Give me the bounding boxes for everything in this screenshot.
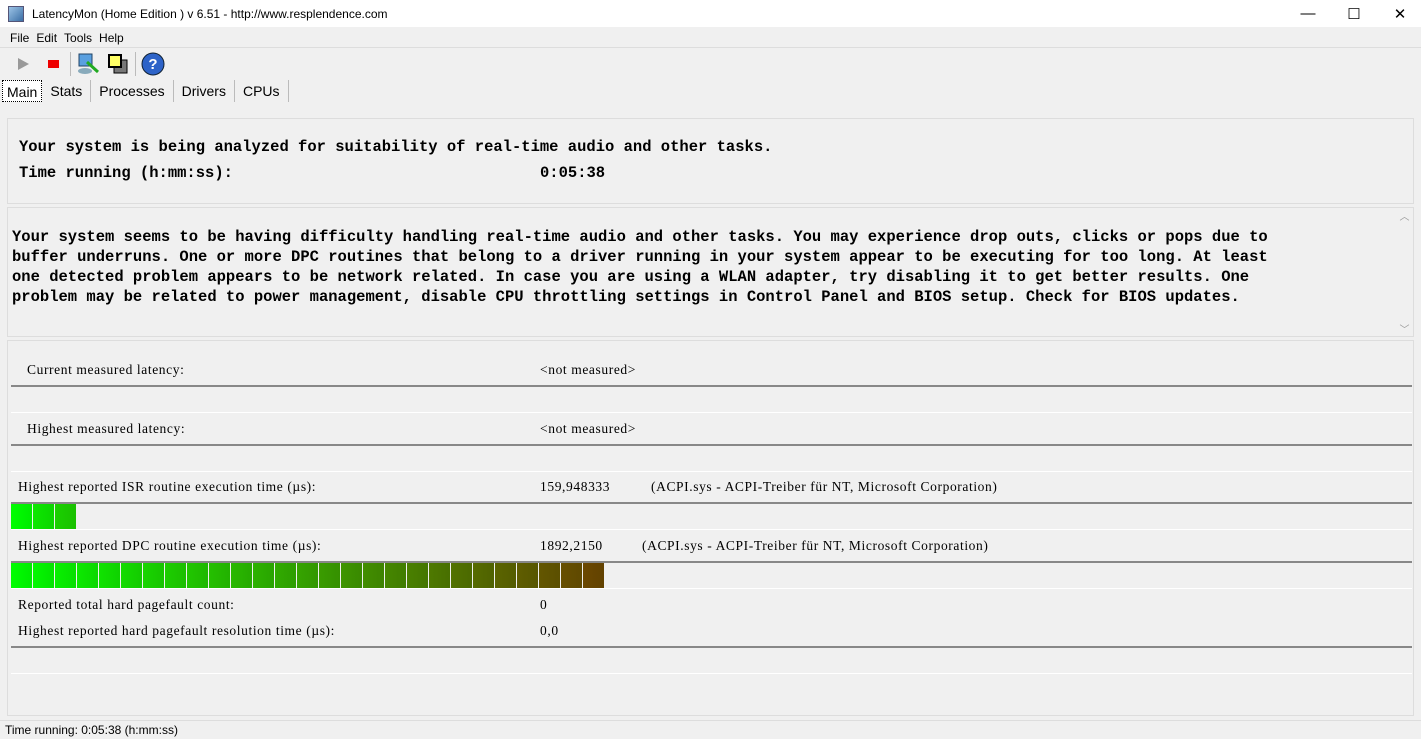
pagefault-time-label: Highest reported hard pagefault resoluti… bbox=[18, 623, 335, 638]
tab-drivers[interactable]: Drivers bbox=[174, 80, 235, 102]
bar-segment bbox=[99, 563, 121, 588]
bar-segment bbox=[11, 563, 33, 588]
tab-bar: Main Stats Processes Drivers CPUs bbox=[2, 80, 289, 102]
stop-icon[interactable] bbox=[38, 51, 68, 77]
bar-segment bbox=[297, 563, 319, 588]
highest-latency-value: <not measured> bbox=[540, 421, 636, 436]
tab-cpus[interactable]: CPUs bbox=[235, 80, 289, 102]
isr-value: 159,948333 bbox=[540, 479, 611, 494]
isr-driver: (ACPI.sys - ACPI-Treiber für NT, Microso… bbox=[651, 479, 998, 494]
tab-main[interactable]: Main bbox=[2, 80, 43, 102]
bar-segment bbox=[539, 563, 561, 588]
current-latency-bar bbox=[11, 385, 1412, 413]
chevron-up-icon[interactable]: ︿ bbox=[1399, 212, 1410, 223]
menu-file[interactable]: File bbox=[10, 30, 30, 45]
bar-segment bbox=[473, 563, 495, 588]
title-bar: LatencyMon (Home Edition ) v 6.51 - http… bbox=[0, 0, 1421, 27]
bar-segment bbox=[55, 563, 77, 588]
conclusion-panel: Your system seems to be having difficult… bbox=[7, 207, 1414, 337]
bar-segment bbox=[187, 563, 209, 588]
dpc-driver: (ACPI.sys - ACPI-Treiber für NT, Microso… bbox=[642, 538, 989, 553]
time-running-label: Time running (h:mm:ss): bbox=[19, 164, 233, 182]
bar-segment bbox=[33, 563, 55, 588]
bar-segment bbox=[561, 563, 583, 588]
bar-segment bbox=[55, 504, 77, 529]
bar-segment bbox=[143, 563, 165, 588]
chevron-down-icon[interactable]: ﹀ bbox=[1399, 325, 1410, 336]
windows-icon[interactable] bbox=[103, 51, 133, 77]
bar-segment bbox=[341, 563, 363, 588]
toolbar: ? bbox=[8, 50, 168, 78]
bar-segment bbox=[407, 563, 429, 588]
play-icon[interactable] bbox=[8, 51, 38, 77]
conclusion-text: Your system seems to be having difficult… bbox=[12, 227, 1268, 307]
maximize-button[interactable]: ☐ bbox=[1347, 5, 1361, 23]
toolbar-separator bbox=[70, 52, 71, 76]
bar-segment bbox=[253, 563, 275, 588]
menu-tools[interactable]: Tools bbox=[64, 30, 93, 45]
app-icon bbox=[8, 5, 24, 22]
pagefault-bar bbox=[11, 646, 1412, 674]
bar-segment bbox=[385, 563, 407, 588]
menu-edit[interactable]: Edit bbox=[36, 30, 58, 45]
bar-segment bbox=[165, 563, 187, 588]
metrics-panel: Current measured latency: <not measured>… bbox=[7, 340, 1414, 716]
bar-segment bbox=[121, 563, 143, 588]
current-latency-label: Current measured latency: bbox=[27, 362, 185, 377]
conclusion-line: Your system seems to be having difficult… bbox=[12, 228, 1268, 246]
bar-segment bbox=[429, 563, 451, 588]
bar-segment bbox=[33, 504, 55, 529]
close-button[interactable]: ✕ bbox=[1393, 5, 1407, 23]
pagefault-count-value: 0 bbox=[540, 597, 548, 612]
bar-segment bbox=[451, 563, 473, 588]
bar-segment bbox=[77, 563, 99, 588]
bar-segment bbox=[11, 504, 33, 529]
dpc-value: 1892,2150 bbox=[540, 538, 603, 553]
dpc-label: Highest reported DPC routine execution t… bbox=[18, 538, 322, 553]
pagefault-time-value: 0,0 bbox=[540, 623, 559, 638]
isr-bar bbox=[11, 502, 1412, 530]
highest-latency-label: Highest measured latency: bbox=[27, 421, 186, 436]
bar-segment bbox=[583, 563, 605, 588]
menu-bar: File Edit Tools Help bbox=[0, 28, 1421, 48]
tab-stats[interactable]: Stats bbox=[42, 80, 92, 102]
bar-segment bbox=[495, 563, 517, 588]
bar-segment bbox=[231, 563, 253, 588]
conclusion-scrollbar[interactable]: ︿ ﹀ bbox=[1396, 208, 1413, 336]
window-title: LatencyMon (Home Edition ) v 6.51 - http… bbox=[32, 6, 388, 21]
status-bar: Time running: 0:05:38 (h:mm:ss) bbox=[0, 720, 1421, 738]
highest-latency-bar bbox=[11, 444, 1412, 472]
analyze-icon[interactable] bbox=[73, 51, 103, 77]
conclusion-line: buffer underruns. One or more DPC routin… bbox=[12, 248, 1268, 266]
bar-segment bbox=[209, 563, 231, 588]
menu-help[interactable]: Help bbox=[99, 30, 124, 45]
bar-segment bbox=[319, 563, 341, 588]
bar-segment bbox=[517, 563, 539, 588]
dpc-bar bbox=[11, 561, 1412, 589]
tab-processes[interactable]: Processes bbox=[91, 80, 174, 102]
current-latency-value: <not measured> bbox=[540, 362, 636, 377]
toolbar-separator bbox=[135, 52, 136, 76]
minimize-button[interactable]: — bbox=[1300, 5, 1316, 22]
summary-panel: Your system is being analyzed for suitab… bbox=[7, 118, 1414, 204]
help-icon[interactable]: ? bbox=[138, 51, 168, 77]
conclusion-line: problem may be related to power manageme… bbox=[12, 288, 1240, 306]
time-running-value: 0:05:38 bbox=[540, 164, 606, 182]
isr-label: Highest reported ISR routine execution t… bbox=[18, 479, 317, 494]
svg-text:?: ? bbox=[148, 56, 157, 73]
bar-segment bbox=[363, 563, 385, 588]
conclusion-line: one detected problem appears to be netwo… bbox=[12, 268, 1250, 286]
bar-segment bbox=[275, 563, 297, 588]
pagefault-count-label: Reported total hard pagefault count: bbox=[18, 597, 235, 612]
summary-text: Your system is being analyzed for suitab… bbox=[19, 138, 773, 156]
